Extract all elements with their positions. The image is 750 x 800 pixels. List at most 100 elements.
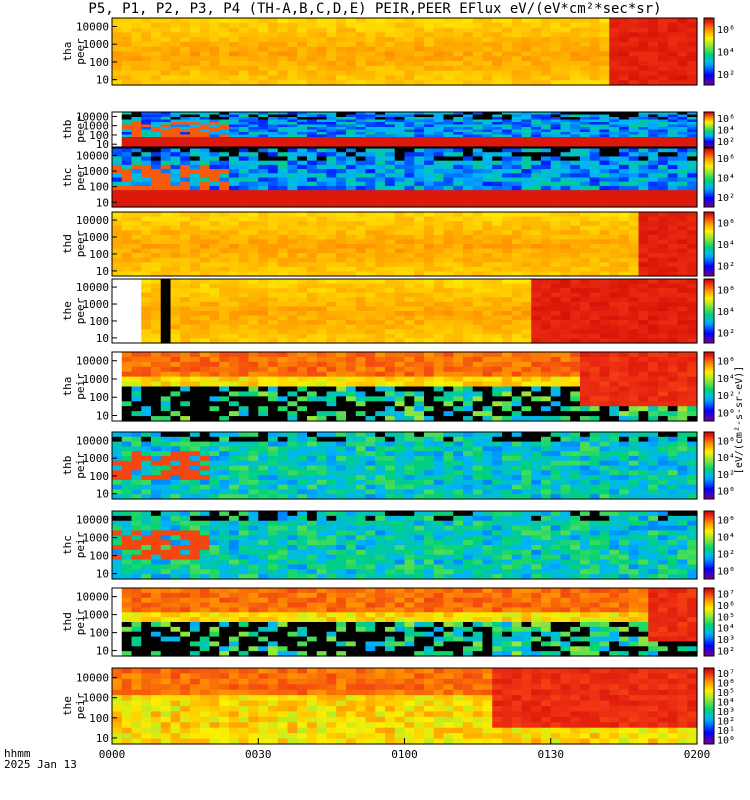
panel-thb-peer-cell <box>141 114 152 118</box>
panel-the-peer-cell <box>541 329 552 335</box>
panel-tha-peer-cell <box>112 61 123 67</box>
panel-thd-peer-cell <box>511 253 523 259</box>
panel-tha-peer-cell <box>258 46 269 53</box>
panel-the-peer-cell <box>297 292 308 298</box>
panel-the-peer-cell <box>190 301 201 308</box>
panel-thd-peer-cell <box>531 230 542 236</box>
panel-tha-peir-cell <box>570 361 581 368</box>
panel-thc-peer-cell <box>414 185 425 191</box>
panel-the-peer-cell <box>570 279 581 285</box>
panel-thc-peer-cell <box>472 198 484 204</box>
panel-thb-peer-cell <box>609 139 620 143</box>
panel-tha-peer-cell <box>531 56 542 62</box>
panel-tha-peer-cell <box>121 65 133 72</box>
panel-tha-peer-cell <box>570 37 581 43</box>
panel-the-peer-cell <box>151 324 162 330</box>
panel-tha-peer-cell <box>638 22 649 29</box>
panel-thb-peer-cell <box>638 142 649 146</box>
panel-thb-peer-cell <box>570 132 581 136</box>
panel-thb-peer-cell <box>609 144 620 148</box>
panel-thc-peer-cell <box>180 190 191 195</box>
panel-thc-peer-cell <box>541 194 552 200</box>
panel-thb-peer-cell <box>268 114 279 118</box>
panel-thb-peer-cell <box>199 114 211 118</box>
panel-thd-peer-cell <box>258 253 269 259</box>
panel-tha-peer-cell <box>199 46 211 53</box>
panel-the-peer-cell <box>277 301 289 308</box>
panel-thc-peer-cell <box>667 148 679 153</box>
panel-tha-peir-cell <box>287 352 298 358</box>
panel-tha-peer-cell <box>463 37 474 43</box>
panel-thc-peer-cell <box>258 160 269 166</box>
panel-tha-peir-cell <box>599 411 610 417</box>
panel-thc-peer-cell <box>238 198 250 204</box>
panel-thd-peer-cell <box>511 266 523 273</box>
panel-thd-peer-cell <box>550 225 562 231</box>
panel-thd-peer-cell <box>599 230 610 236</box>
panel-thd-peer-cell <box>667 225 679 231</box>
panel-thd-peer-cell <box>541 230 552 236</box>
panel-the-peer-cell <box>141 333 152 340</box>
panel-tha-peir-cell <box>541 376 552 383</box>
panel-the-peer-cell <box>599 315 610 321</box>
panel-the-peer-cell <box>180 329 191 335</box>
panel-tha-peer-cell <box>414 18 425 24</box>
panel-tha-peer-cell <box>297 22 308 29</box>
panel-the-peer-cell <box>121 292 133 298</box>
panel-tha-peer-cell <box>121 70 133 77</box>
panel-the-peer-cell <box>394 333 406 340</box>
panel-tha-peer-cell <box>453 56 464 62</box>
panel-tha-peer-cell <box>268 18 279 24</box>
panel-thb-peer-cell <box>277 124 289 128</box>
panel-thb-peer-cell <box>385 112 396 116</box>
panel-thd-peer-cell <box>619 248 630 254</box>
panel-thc-peer-cell <box>199 156 211 162</box>
panel-thd-peer-cell <box>346 230 357 236</box>
panel-tha-peir-cell <box>355 381 367 388</box>
panel-thd-peer-cell <box>209 248 220 254</box>
panel-thd-peer-cell <box>541 248 552 254</box>
panel-thc-peer-cell <box>619 160 630 166</box>
panel-thd-peer-cell <box>248 212 259 218</box>
panel-the-peer-cell <box>531 315 542 321</box>
panel-thc-peer-cell <box>589 156 601 162</box>
panel-thb-peer-cell <box>229 117 240 121</box>
panel-thd-peer-cell <box>472 225 484 231</box>
panel-the-peer-cell <box>112 311 123 317</box>
panel-tha-peer-cell <box>307 80 318 86</box>
panel-tha-peir-cell <box>238 386 250 393</box>
panel-tha-peir-cell <box>112 386 123 393</box>
panel-tha-peir-cell <box>121 361 133 368</box>
panel-the-peer-cell <box>180 301 191 308</box>
panel-thd-peer-cell <box>550 230 562 236</box>
panel-tha-peer-cell <box>667 18 679 24</box>
panel-thb-peer-cell <box>550 114 562 118</box>
panel-tha-peir-cell <box>180 416 191 422</box>
panel-tha-peer-cell <box>404 37 415 43</box>
panel-the-peer-cell <box>248 301 259 308</box>
panel-the-peer-cell <box>638 301 649 308</box>
panel-tha-peir-cell <box>453 381 464 388</box>
panel-tha-peir-cell <box>531 396 542 402</box>
panel-thd-peer-cell <box>297 253 308 259</box>
panel-thb-peer-cell <box>511 142 523 146</box>
panel-thd-peer-cell <box>658 221 669 227</box>
panel-thc-peer-cell <box>628 185 640 191</box>
panel-thb-peer-cell <box>541 132 552 136</box>
panel-thd-peer-cell <box>209 221 220 227</box>
panel-thc-peer-cell <box>365 152 376 158</box>
panel-thc-peer-cell <box>355 194 367 200</box>
panel-thd-peer-cell <box>472 230 484 236</box>
panel-thc-peer-cell <box>667 198 679 204</box>
panel-thc-peer-cell <box>550 177 562 183</box>
panel-thc-peer-cell <box>687 194 698 200</box>
panel-tha-peer-cell <box>394 70 406 77</box>
panel-thd-peer-cell <box>151 262 162 268</box>
panel-thb-peer-cell <box>492 137 503 141</box>
panel-the-peer-cell <box>326 329 337 335</box>
panel-tha-peer-cell <box>667 61 679 67</box>
panel-thb-peer-cell <box>268 142 279 146</box>
panel-the-peer-cell <box>346 301 357 308</box>
panel-thc-peer-cell <box>385 156 396 162</box>
panel-thb-peer-cell <box>258 127 269 131</box>
